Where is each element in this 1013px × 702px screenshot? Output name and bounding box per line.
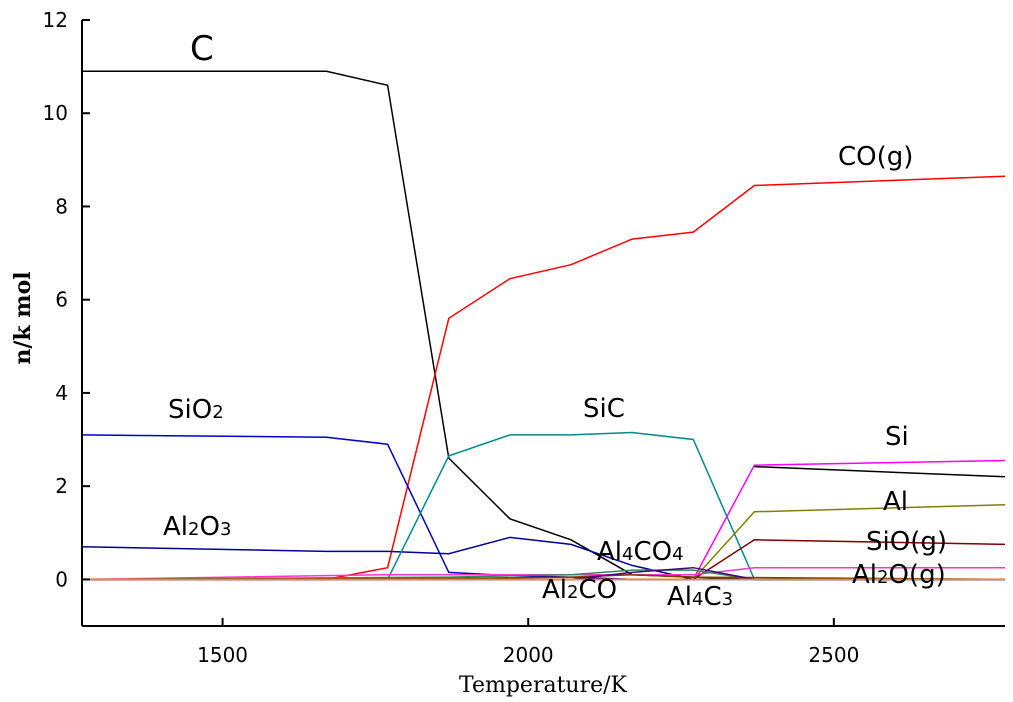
y-ticks: 0 2 4 6 8 10 12 (43, 8, 90, 591)
series-label-al2o3: Al2O3 (163, 512, 231, 542)
series-label-part: Al (852, 560, 877, 590)
series-label-part: 4 (692, 589, 703, 610)
series-label-part: Al (667, 582, 692, 612)
series-label-part: 3 (220, 519, 231, 540)
y-tick-label: 2 (55, 474, 68, 498)
x-tick-label: 1500 (197, 643, 248, 667)
series-label-co-g: CO(g) (838, 142, 913, 172)
series-line-co-g (82, 175, 1006, 581)
series-label-si: Si (885, 422, 909, 452)
series-label-part: 2 (188, 519, 199, 540)
series-label-al4c3: Al4C3 (667, 582, 733, 612)
y-tick-label: 12 (43, 8, 68, 32)
series-label-al4co4: Al4CO4 (597, 537, 684, 567)
series-label-part: Al (883, 487, 908, 517)
series-label-part: Si (885, 422, 909, 452)
series-label-c: C (190, 29, 214, 69)
series-label-part: 4 (672, 544, 683, 565)
series-label-part: SiO(g) (866, 527, 947, 557)
series-line-al2o-g (81, 566, 1005, 581)
series-label-part: Al (597, 537, 622, 567)
series-label-part: C (190, 29, 214, 69)
y-tick-label: 6 (55, 288, 68, 312)
y-tick-label: 4 (55, 381, 68, 405)
series-label-sio-g: SiO(g) (866, 527, 947, 557)
x-tick-label: 2000 (503, 643, 554, 667)
series-label-part: CO (578, 575, 617, 605)
series-line-sio2 (81, 434, 1005, 581)
series-label-part: O (199, 512, 219, 542)
series-label-part: Al (542, 575, 567, 605)
x-axis-title: Temperature/K (459, 673, 628, 698)
series-label-part: 2 (877, 567, 888, 588)
series-label-part: C (703, 582, 721, 612)
y-axis-title: n/k mol (10, 271, 36, 364)
y-tick-label: 8 (55, 194, 68, 218)
series-label-al: Al (883, 487, 908, 517)
series-layer (81, 70, 1006, 581)
series-line-sic (82, 431, 1005, 581)
axes (81, 20, 1005, 627)
series-label-part: 3 (722, 589, 733, 610)
series-label-sio2: SiO2 (168, 395, 224, 425)
series-label-part: CO (633, 537, 672, 567)
x-ticks: 1500 2000 2500 (197, 618, 859, 667)
series-label-sic: SiC (583, 394, 625, 424)
y-tick-label: 10 (43, 101, 68, 125)
series-label-al2o-g: Al2O(g) (852, 560, 946, 590)
y-tick-label: 0 (55, 567, 68, 591)
x-tick-label: 2500 (808, 643, 859, 667)
series-label-part: SiO (168, 395, 212, 425)
series-label-al2co: Al2CO (542, 575, 617, 605)
series-label-part: SiC (583, 394, 625, 424)
series-labels: CCO(g)SiO2Al2O3SiCSiAlSiO(g)Al2O(g)Al4CO… (163, 29, 947, 612)
series-line-c (82, 70, 1005, 581)
series-label-part: O(g) (888, 560, 945, 590)
series-label-part: 4 (622, 544, 633, 565)
series-label-part: CO(g) (838, 142, 913, 172)
series-label-part: Al (163, 512, 188, 542)
series-line-si-black (754, 465, 1006, 478)
series-label-part: 2 (212, 402, 223, 423)
series-label-part: 2 (567, 582, 578, 603)
